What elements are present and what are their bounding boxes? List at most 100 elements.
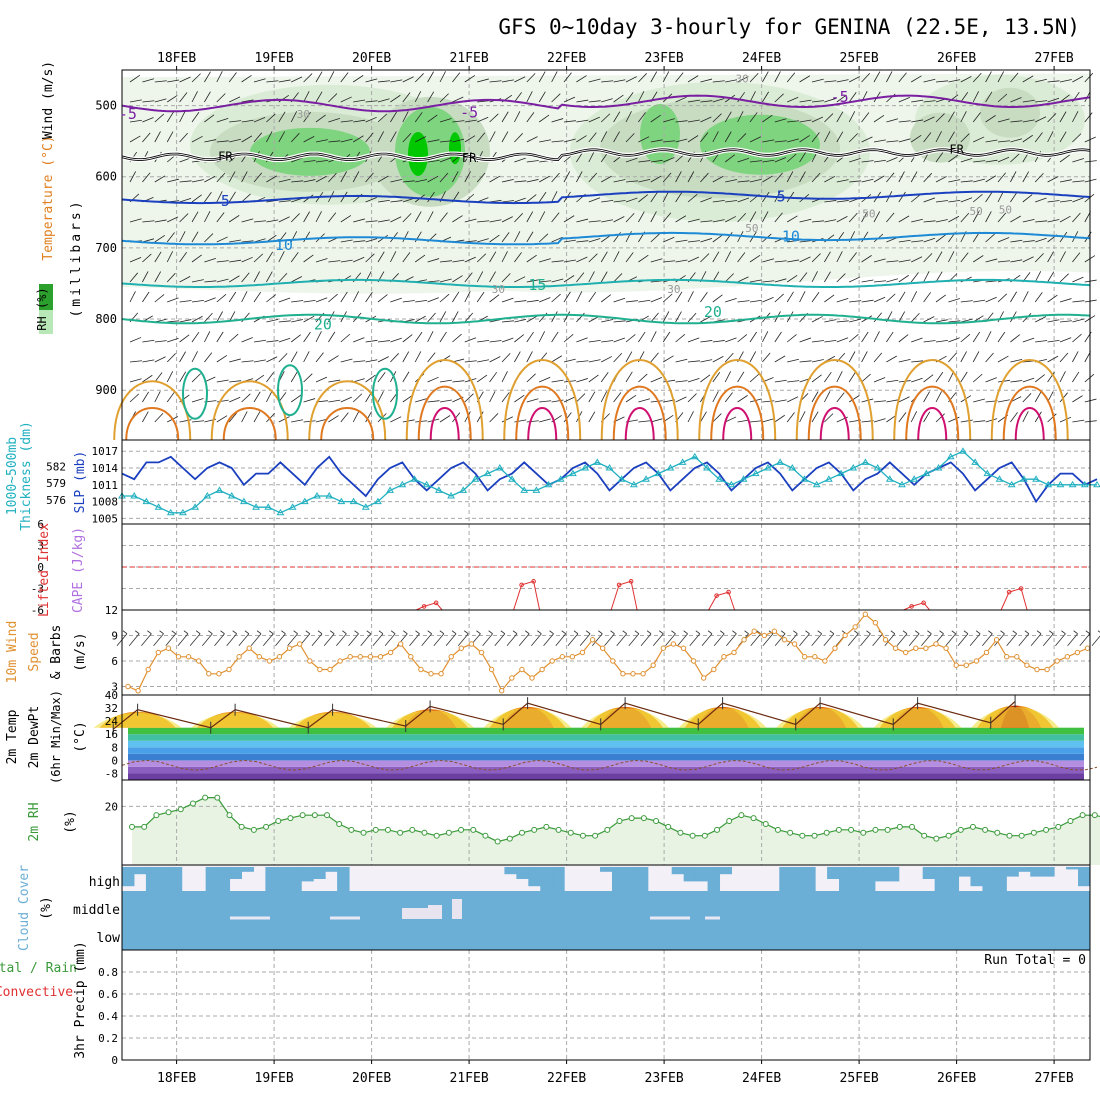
wind-barb	[539, 297, 551, 303]
wind-barb	[166, 392, 175, 403]
wind-barb	[638, 420, 651, 423]
wind-barb	[526, 136, 538, 143]
thickness-point	[422, 480, 431, 488]
surface-wind-barb-tick	[902, 630, 908, 635]
rh2m-label: 2m RH	[27, 802, 42, 841]
cloud-high-bar	[946, 867, 960, 891]
wind-speed-point	[438, 671, 444, 677]
wind-barb	[154, 391, 161, 403]
temperature-band	[128, 747, 1084, 754]
wind-barb	[1059, 273, 1069, 283]
chart-title: GFS 0~10day 3-hourly for GENINA (22.5E, …	[498, 15, 1080, 39]
wind-barb	[725, 337, 737, 343]
rh2m-point	[445, 829, 452, 836]
wind-barb	[774, 140, 787, 143]
wind-barb	[1010, 191, 1018, 203]
wind-barb	[1035, 340, 1048, 343]
wind-barb	[687, 312, 697, 323]
wind-barb	[997, 293, 1008, 303]
cloud-middle-gap	[452, 899, 462, 919]
wind-barb	[179, 319, 192, 323]
wind-barb	[910, 75, 922, 83]
bottom-date-tick: 27FEB	[1035, 1071, 1074, 1086]
wind-barb	[563, 72, 572, 83]
precip-label-3: 3hr Precip (mm)	[73, 941, 88, 1058]
temperature-hump-base	[971, 706, 1060, 728]
wind-barb	[861, 136, 873, 143]
wind-barb	[390, 416, 402, 423]
wind-barb	[687, 256, 700, 263]
wind-barb	[712, 175, 724, 183]
lifted-index-point	[421, 604, 427, 609]
wind-barb	[365, 359, 378, 363]
surface-wind-barb-tick	[695, 630, 701, 635]
temperature-contour	[722, 407, 753, 441]
rh2m-point	[214, 794, 221, 801]
wind-barb	[638, 136, 650, 143]
wind-barb	[1084, 193, 1095, 203]
wind-barb	[501, 251, 508, 263]
cloud-high-bar	[850, 867, 864, 891]
wind-barb	[737, 180, 750, 183]
wind-barb	[960, 371, 968, 383]
wind-barbs	[129, 71, 1097, 423]
wind-barb	[514, 92, 522, 103]
wind-barb	[749, 351, 757, 363]
wind-barb	[1072, 371, 1080, 383]
wind-barb	[650, 114, 661, 123]
wind-barb	[948, 179, 961, 183]
wind-speed-point	[610, 658, 616, 664]
wind-barb	[526, 231, 534, 243]
wind-barb	[352, 75, 364, 83]
wind-barb	[662, 191, 670, 203]
wind-barb	[799, 291, 806, 303]
surface-wind-barb-tick	[561, 630, 566, 635]
wind-barb	[886, 71, 893, 83]
bottom-date-tick: 23FEB	[645, 1071, 684, 1086]
wind-barb	[1022, 240, 1035, 243]
wind-barb	[898, 334, 909, 343]
surface-wind-barb-tick	[866, 630, 871, 635]
wind-barb	[563, 259, 576, 263]
wind-barb	[749, 91, 756, 103]
wind-barb	[501, 416, 513, 423]
wind-barb	[861, 211, 868, 223]
surface-wind-barb	[506, 633, 518, 647]
wind-barb	[204, 211, 211, 223]
surface-wind-barb-tick	[342, 630, 347, 635]
wind-barb	[898, 358, 911, 363]
wind-barb	[539, 376, 551, 383]
rh2m-point	[726, 818, 733, 825]
wind-barb	[1084, 398, 1097, 403]
wind-barb	[985, 115, 996, 123]
wind-barb	[315, 71, 323, 83]
wind-barb	[737, 300, 750, 303]
cloud-high-bar	[1006, 867, 1019, 877]
wind-barb	[514, 394, 525, 403]
wind-barb	[253, 271, 261, 283]
wind-barb	[538, 331, 546, 343]
wind-barb	[452, 120, 465, 123]
wind-barb	[811, 271, 818, 283]
rh2m-point	[860, 829, 867, 836]
wind-barb	[1047, 251, 1054, 263]
surface-wind-barb	[409, 633, 420, 647]
surface-wind-barb	[945, 633, 957, 647]
wind-barb	[588, 132, 597, 143]
wind-barb	[328, 260, 341, 263]
surface-wind-barb-tick	[256, 630, 262, 635]
rh2m-point	[848, 826, 855, 833]
wind-barb	[1072, 351, 1079, 363]
wind-barb	[303, 112, 311, 123]
cloud-high-bar	[922, 867, 936, 879]
rh2m-point	[579, 832, 586, 839]
wind-barb	[365, 132, 374, 143]
wind-barb	[303, 315, 315, 323]
wind-barb	[303, 420, 316, 423]
wind-barb	[501, 392, 510, 403]
wind-barb	[960, 158, 973, 163]
wind-barb	[662, 331, 671, 343]
wind-barb	[849, 76, 861, 83]
wind-barb	[477, 220, 490, 223]
wind-barb	[204, 114, 215, 123]
